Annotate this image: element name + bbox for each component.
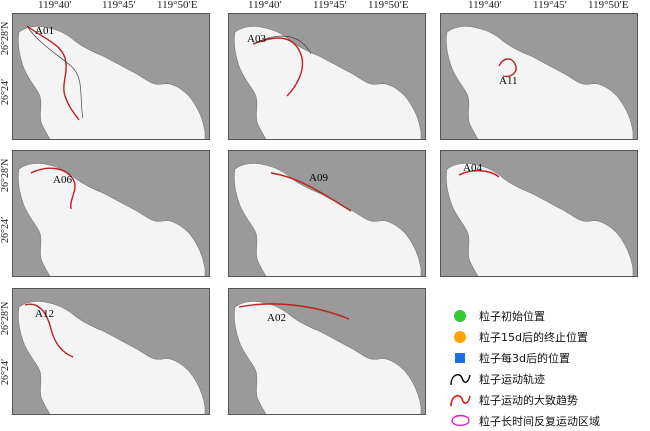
lon-tick-40: 119°40′ [38, 0, 72, 11]
lat-tick-28: 26°28′N [0, 158, 11, 192]
legend-item-every3d: 粒子每3d后的位置 [447, 347, 647, 368]
lon-tick-45: 119°45′ [533, 0, 567, 11]
lat-tick-28: 26°28′N [0, 301, 11, 335]
bay-water [445, 26, 634, 139]
lon-tick-50: 119°50′E [157, 0, 198, 11]
green-circle-icon [447, 307, 473, 325]
legend-label: 粒子每3d后的位置 [479, 351, 570, 365]
panel-label: A09 [309, 172, 328, 184]
lat-tick-24: 26°24′ [0, 78, 11, 105]
legend-label: 粒子运动轨迹 [479, 372, 545, 386]
lat-tick-24: 26°24′ [0, 358, 11, 385]
legend-label: 粒子运动的大致趋势 [479, 393, 578, 407]
panel-label: A04 [463, 162, 482, 174]
map-panel-a02: A02 [228, 288, 426, 415]
trend-line [270, 172, 352, 212]
map-panel-a12: A12 [12, 288, 210, 415]
bay-water [233, 301, 422, 414]
lon-tick-50: 119°50′E [588, 0, 629, 11]
trend-line [252, 37, 304, 97]
trend-line [458, 170, 500, 178]
map-panel-a09: A09 [228, 150, 426, 277]
panel-label: A03 [247, 33, 266, 45]
map-drawing [17, 163, 206, 276]
map-panel-a06: A06 [12, 150, 210, 277]
lat-tick-28: 26°28′N [0, 21, 11, 55]
black-track-icon [447, 370, 473, 388]
map-drawing [233, 301, 422, 414]
legend: 粒子初始位置 粒子15d后的终止位置 粒子每3d后的位置 粒子运动轨迹 粒子运动… [447, 305, 647, 431]
map-panel-a04: A04 [440, 150, 638, 277]
lon-tick-50: 119°50′E [368, 0, 409, 11]
legend-item-trend: 粒子运动的大致趋势 [447, 389, 647, 410]
legend-item-initial: 粒子初始位置 [447, 305, 647, 326]
map-drawing [233, 163, 422, 276]
panel-label: A02 [267, 312, 286, 324]
legend-label: 粒子15d后的终止位置 [479, 330, 588, 344]
blue-square-icon [447, 349, 473, 367]
panel-label: A12 [35, 308, 54, 320]
map-panel-a11: A11 [440, 13, 638, 140]
map-drawing [445, 163, 634, 276]
orange-circle-icon [447, 328, 473, 346]
bay-water [17, 163, 206, 276]
trend-line [30, 167, 76, 210]
map-panel-a01: A01 [12, 13, 210, 140]
lon-tick-45: 119°45′ [313, 0, 347, 11]
trend-line [26, 25, 80, 121]
map-drawing [445, 26, 634, 139]
particle-track [252, 35, 312, 55]
lat-tick-24: 26°24′ [0, 216, 11, 243]
trend-line [238, 303, 350, 320]
legend-label: 粒子初始位置 [479, 309, 545, 323]
legend-item-final: 粒子15d后的终止位置 [447, 326, 647, 347]
lon-tick-40: 119°40′ [248, 0, 282, 11]
red-trend-icon [447, 391, 473, 409]
lon-tick-45: 119°45′ [102, 0, 136, 11]
lon-tick-40: 119°40′ [468, 0, 502, 11]
panel-label: A11 [499, 75, 518, 87]
panel-label: A01 [35, 25, 54, 37]
trend-line [498, 58, 517, 78]
map-drawing [17, 25, 206, 139]
trend-line [24, 303, 74, 358]
legend-item-track: 粒子运动轨迹 [447, 368, 647, 389]
particle-track [26, 25, 84, 119]
map-drawing [17, 301, 206, 414]
panel-label: A06 [53, 174, 72, 186]
map-drawing [233, 26, 422, 139]
bay-water [17, 301, 206, 414]
bay-water [17, 26, 206, 139]
bay-water [445, 163, 634, 276]
map-panel-a03: A03 [228, 13, 426, 140]
